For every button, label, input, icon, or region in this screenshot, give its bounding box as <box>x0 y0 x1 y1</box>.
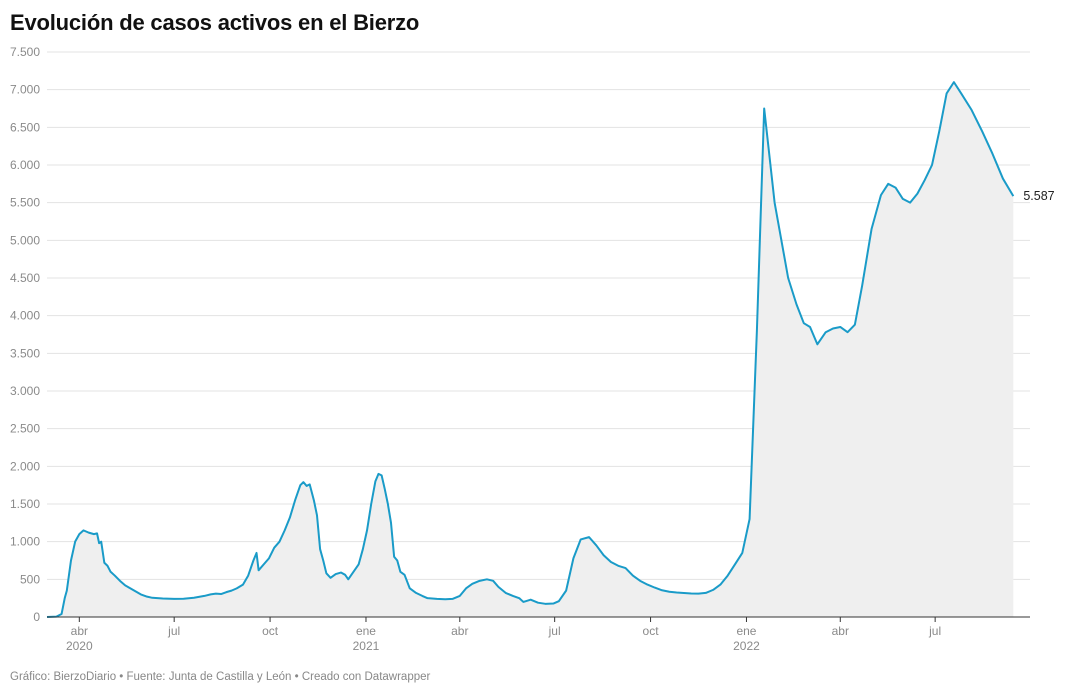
chart-footer: Gráfico: BierzoDiario • Fuente: Junta de… <box>10 671 431 683</box>
x-tick-label: abr <box>451 624 468 638</box>
x-tick-year-label: 2020 <box>66 639 93 653</box>
y-tick-label: 0 <box>33 610 40 624</box>
y-tick-label: 6.500 <box>10 120 40 134</box>
x-tick-year-label: 2021 <box>353 639 380 653</box>
chart-title: Evolución de casos activos en el Bierzo <box>10 10 420 35</box>
x-tick-label: abr <box>832 624 849 638</box>
y-tick-label: 5.500 <box>10 196 40 210</box>
x-tick-label: oct <box>262 624 279 638</box>
y-tick-label: 2.000 <box>10 459 40 473</box>
y-tick-label: 1.000 <box>10 535 40 549</box>
y-tick-label: 3.000 <box>10 384 40 398</box>
x-tick-label: abr <box>71 624 88 638</box>
area-fill <box>47 82 1014 617</box>
x-tick-label: jul <box>548 624 561 638</box>
series-line <box>46 81 1015 618</box>
x-tick-year-label: 2022 <box>733 639 760 653</box>
y-tick-label: 6.000 <box>10 158 40 172</box>
x-tick-label: oct <box>643 624 660 638</box>
gridlines <box>47 51 1030 580</box>
y-tick-label: 7.000 <box>10 83 40 97</box>
y-tick-label: 4.000 <box>10 309 40 323</box>
y-tick-label: 7.500 <box>10 45 40 59</box>
end-value-label: 5.587 <box>1023 189 1054 203</box>
x-tick-label: jul <box>167 624 180 638</box>
x-tick-label: jul <box>928 624 941 638</box>
y-axis-ticks: 0 500 1.000 1.500 2.000 2.500 3.000 3.500 4.000 4… <box>10 45 40 624</box>
x-tick-label: ene <box>356 624 376 638</box>
y-tick-label: 3.500 <box>10 346 40 360</box>
y-tick-label: 4.500 <box>10 271 40 285</box>
y-tick-label: 500 <box>20 572 40 586</box>
y-tick-label: 5.000 <box>10 233 40 247</box>
y-tick-label: 2.500 <box>10 422 40 436</box>
x-tick-label: ene <box>736 624 756 638</box>
y-tick-label: 1.500 <box>10 497 40 511</box>
